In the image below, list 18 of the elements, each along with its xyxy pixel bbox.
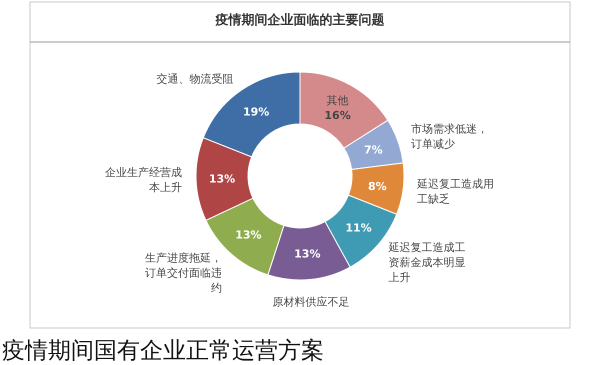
slice-label: 延迟复工造成用工缺乏 <box>416 177 494 206</box>
data-label: 19% <box>242 105 270 118</box>
slice-label: 其他 <box>326 94 349 108</box>
slice-label: 交通、物流受阻 <box>156 72 234 86</box>
data-label: 16% <box>324 109 351 122</box>
slice-label: 生产进度拖延，订单交付面临违约 <box>144 252 222 295</box>
slice-label: 原材料供应不足 <box>272 295 350 308</box>
slice-label: 企业生产经营成本上升 <box>105 166 182 194</box>
data-label: 13% <box>208 172 236 186</box>
data-label: 8% <box>368 180 387 193</box>
slice-label: 延迟复工造成工资薪金成本明显上升 <box>388 241 466 284</box>
data-label: 13% <box>235 228 262 242</box>
text: 疫情期间国有企业正常运营方案 <box>2 338 324 364</box>
data-label: 7% <box>364 144 383 157</box>
chart-title: 疫情期间企业面临的主要问题 <box>214 12 384 28</box>
slice-label: 市场需求低迷，订单减少 <box>411 122 488 151</box>
data-label: 13% <box>294 248 321 261</box>
data-label: 11% <box>345 222 372 235</box>
